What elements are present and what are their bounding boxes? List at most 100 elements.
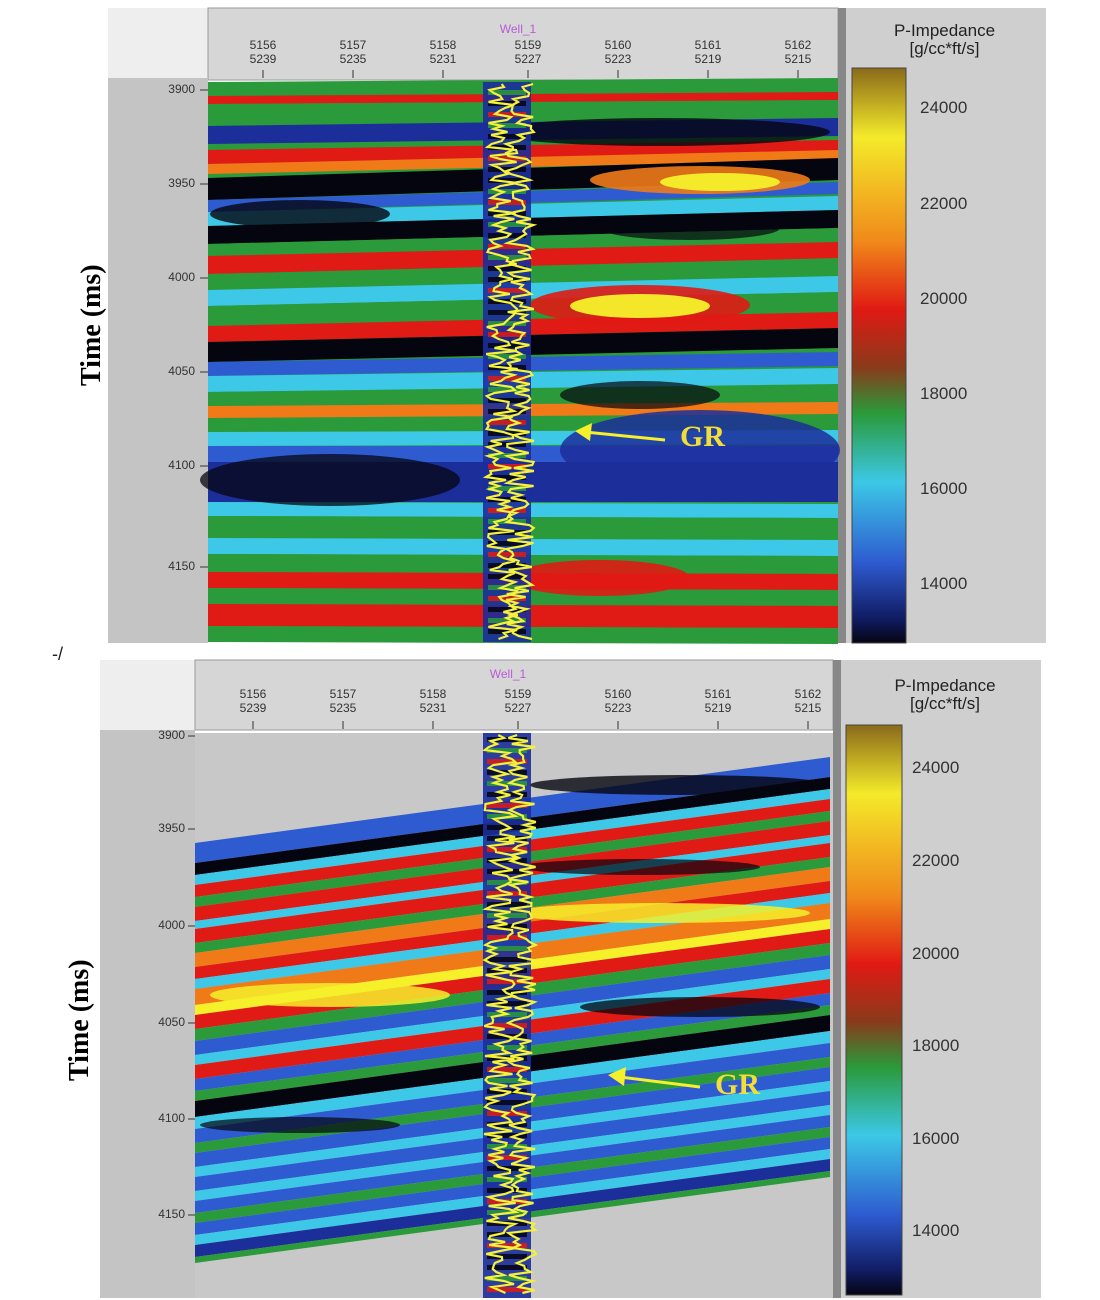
- colorbar-tick-label: 14000: [920, 574, 968, 593]
- trace-label: 5157 5235: [329, 687, 357, 715]
- well-impedance-sample: [487, 770, 527, 775]
- impedance-anomaly: [600, 216, 780, 240]
- well-impedance-sample: [487, 913, 527, 918]
- impedance-anomaly: [520, 859, 760, 875]
- trace-label: 5160 5223: [604, 38, 632, 66]
- colorbar-tick-label: 14000: [912, 1221, 960, 1240]
- impedance-anomaly: [530, 775, 830, 795]
- colorbar-tick-label: 24000: [920, 98, 968, 117]
- well-impedance-sample: [487, 924, 527, 929]
- gr-arrow-head: [575, 423, 592, 441]
- well-impedance-sample: [488, 310, 526, 315]
- time-tick-label: 3950: [158, 821, 185, 835]
- time-tick-label: 4000: [168, 270, 195, 284]
- time-tick-label: 4100: [168, 458, 195, 472]
- y-axis-label: Time (ms): [64, 959, 95, 1081]
- time-tick-label: 3950: [168, 176, 195, 190]
- well-impedance-sample: [488, 266, 526, 271]
- well-impedance-sample: [487, 759, 527, 764]
- impedance-anomaly: [510, 903, 810, 923]
- well-name-label: Well_1: [499, 22, 537, 36]
- impedance-anomaly: [510, 560, 690, 596]
- well-impedance-sample: [488, 112, 526, 117]
- well-impedance-sample: [487, 946, 527, 951]
- y-axis-label: Time (ms): [76, 264, 107, 386]
- time-tick-label: 4050: [168, 364, 195, 378]
- trace-label: 5161 5219: [704, 687, 732, 715]
- colorbar-tick-label: 22000: [912, 851, 960, 870]
- well-impedance-sample: [487, 1078, 527, 1083]
- well-impedance-sample: [488, 90, 526, 95]
- time-tick-label: 3900: [168, 82, 195, 96]
- well-impedance-sample: [487, 1276, 527, 1281]
- well-impedance-sample: [488, 563, 526, 568]
- well-impedance-sample: [487, 1133, 527, 1138]
- well-impedance-sample: [487, 847, 527, 852]
- well-impedance-sample: [488, 618, 526, 623]
- well-impedance-sample: [488, 167, 526, 172]
- time-tick-label: 3900: [158, 728, 185, 742]
- time-axis-bar: [108, 78, 208, 643]
- bottom-impedance-section: [100, 659, 1041, 1298]
- impedance-anomaly: [560, 410, 840, 490]
- impedance-anomaly: [490, 118, 830, 146]
- well-impedance-sample: [488, 134, 526, 139]
- gr-arrow-head: [608, 1067, 626, 1086]
- time-tick-label: 4150: [158, 1207, 185, 1221]
- well-impedance-sample: [487, 1067, 527, 1072]
- well-impedance-sample: [488, 420, 526, 425]
- gr-arrow-shaft: [584, 430, 666, 442]
- gr-arrow-shaft: [619, 1075, 701, 1089]
- well-impedance-sample: [487, 1001, 527, 1006]
- well-impedance-sample: [487, 748, 527, 753]
- trace-header-bar: [207, 7, 839, 81]
- colorbar-tick-label: 20000: [920, 289, 968, 308]
- well-impedance-sample: [487, 1287, 527, 1292]
- well-impedance-sample: [487, 1243, 527, 1248]
- well-impedance-sample: [488, 288, 526, 293]
- well-impedance-sample: [488, 552, 526, 557]
- well-impedance-sample: [487, 880, 527, 885]
- top-seismic-panel: Time (ms) Well_1 5156 5239 5157 5235 5158 5…: [0, 0, 1100, 645]
- time-tick-label: 4000: [158, 918, 185, 932]
- impedance-anomaly: [580, 997, 820, 1017]
- well-impedance-sample: [488, 321, 526, 326]
- well-impedance-sample: [487, 1155, 527, 1160]
- colorbar-tick-label: 16000: [912, 1129, 960, 1148]
- colorbar-tick-label: 22000: [920, 194, 968, 213]
- trace-label: 5159 5227: [514, 38, 542, 66]
- well-impedance-sample: [487, 979, 527, 984]
- colorbar-tick-label: 20000: [912, 944, 960, 963]
- colorbar-tick-label: 18000: [920, 384, 968, 403]
- stray-panel-mark: -/: [52, 644, 63, 664]
- trace-label: 5158 5231: [429, 38, 457, 66]
- well-name-label: Well_1: [489, 667, 527, 681]
- trace-label: 5157 5235: [339, 38, 367, 66]
- trace-label: 5162 5215: [784, 38, 812, 66]
- panel-divider: [838, 8, 846, 643]
- gr-annotation-label: GR: [715, 1068, 760, 1101]
- gamma-ray-log-curve: [505, 733, 539, 1295]
- time-tick-label: 4150: [168, 559, 195, 573]
- gamma-ray-log-curve: [482, 83, 520, 641]
- well-impedance-sample: [487, 1232, 527, 1237]
- well-impedance-sample: [487, 858, 527, 863]
- well-impedance-sample: [487, 737, 527, 742]
- well-impedance-sample: [488, 354, 526, 359]
- well-impedance-sample: [488, 596, 526, 601]
- top-impedance-section: [108, 7, 1046, 644]
- colorbar-tick-label: 18000: [912, 1036, 960, 1055]
- well-impedance-sample: [487, 1177, 527, 1182]
- well-impedance-sample: [488, 145, 526, 150]
- well-impedance-sample: [488, 189, 526, 194]
- trace-label: 5158 5231: [419, 687, 447, 715]
- colorbar-scale: [851, 67, 907, 644]
- impedance-anomaly: [200, 1117, 400, 1133]
- well-impedance-sample: [487, 1265, 527, 1270]
- well-impedance-sample: [487, 803, 527, 808]
- well-impedance-sample: [488, 475, 526, 480]
- colorbar-scale: [845, 724, 903, 1296]
- time-axis-bar: [100, 730, 195, 1298]
- trace-header-bar: [194, 659, 834, 731]
- gr-annotation-label: GR: [680, 420, 725, 453]
